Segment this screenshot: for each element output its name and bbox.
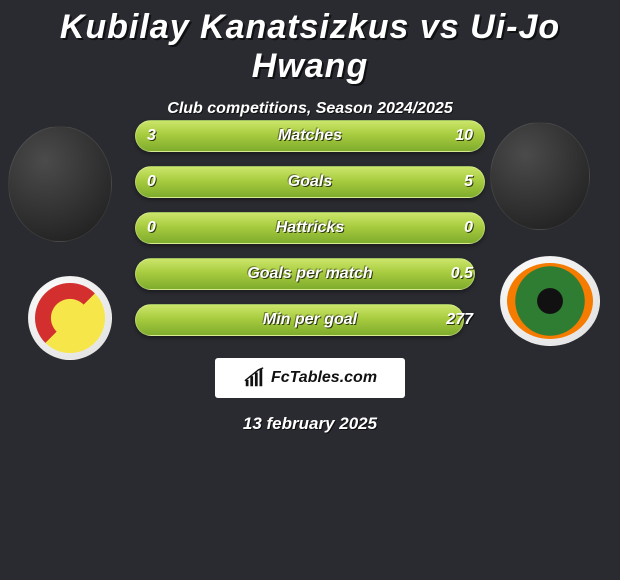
bar-chart-icon (243, 367, 265, 389)
generation-date: 13 february 2025 (0, 414, 620, 434)
stat-row: 3Matches10 (135, 120, 485, 152)
stat-pill (135, 166, 485, 198)
brand-label: FcTables.com (271, 369, 377, 387)
player1-club-crest (28, 276, 112, 360)
stat-pill (135, 258, 475, 290)
crest-icon (35, 283, 105, 353)
comparison-subtitle: Club competitions, Season 2024/2025 (0, 100, 620, 118)
player1-avatar (8, 126, 112, 242)
player2-club-crest (500, 256, 600, 346)
crest-icon (507, 263, 593, 339)
stat-row: 0Hattricks0 (135, 212, 485, 244)
stat-row: 0Goals5 (135, 166, 485, 198)
comparison-title: Kubilay Kanatsizkus vs Ui-Jo Hwang (0, 0, 620, 86)
stats-container: 3Matches10 0Goals5 0Hattricks0 Goals per ma… (135, 120, 485, 350)
stat-row: Goals per match0.5 (135, 258, 485, 290)
stat-pill (135, 212, 485, 244)
player2-avatar (490, 122, 590, 230)
brand-badge: FcTables.com (215, 358, 405, 398)
stat-pill (135, 120, 485, 152)
stat-row: Min per goal277 (135, 304, 485, 336)
stat-pill (135, 304, 464, 336)
